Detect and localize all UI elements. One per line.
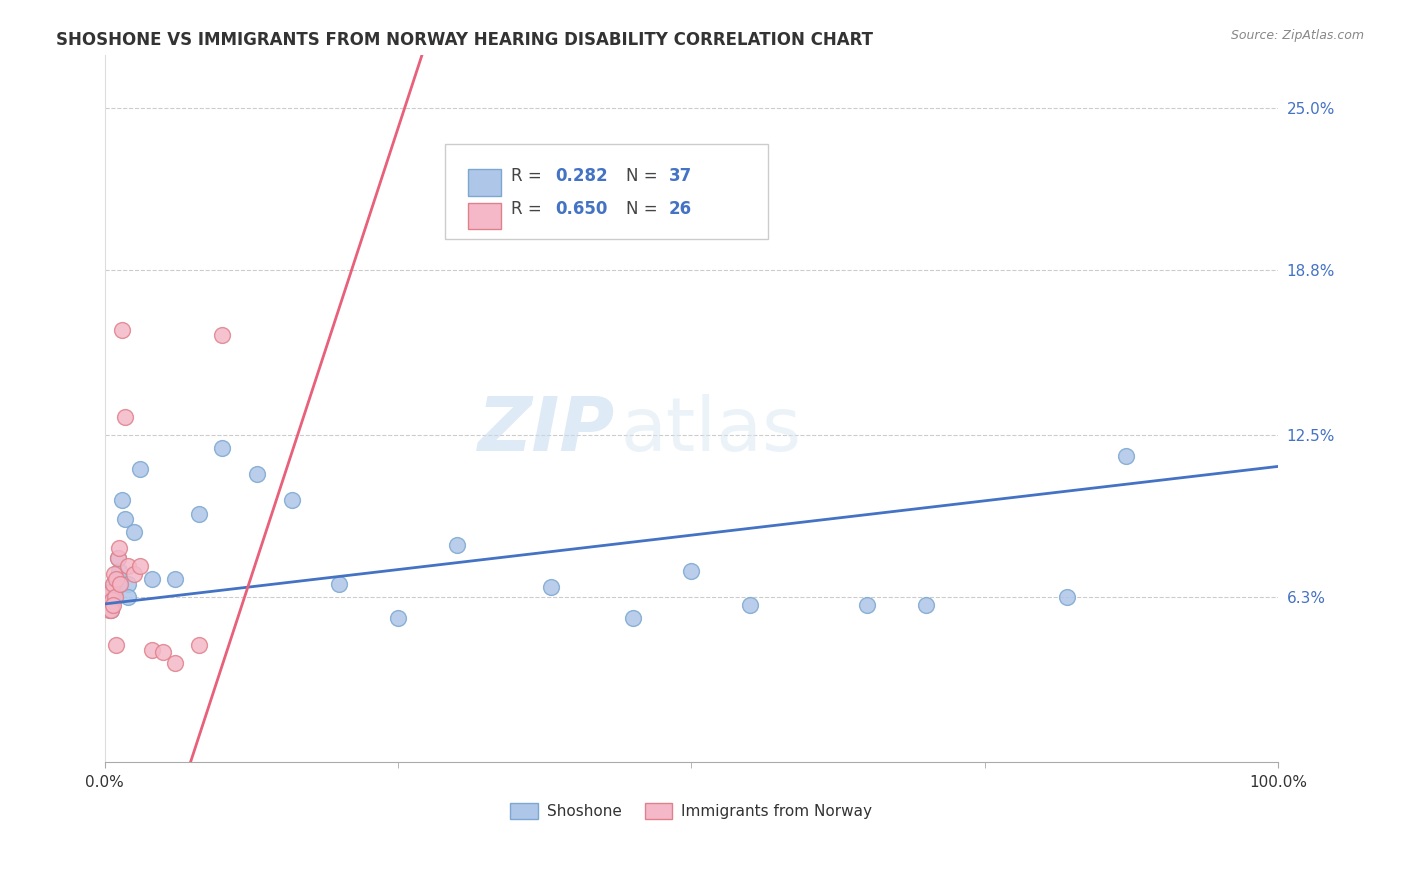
Point: [122, 566, 145, 581]
Point: [856, 599, 879, 613]
Point: [621, 611, 644, 625]
Point: [187, 507, 209, 521]
Text: ZIP: ZIP: [478, 393, 614, 467]
Point: [114, 409, 136, 424]
Text: R =: R =: [510, 168, 547, 186]
Point: [100, 593, 122, 607]
Point: [97, 585, 120, 599]
Text: N =: N =: [626, 168, 662, 186]
Point: [107, 551, 129, 566]
Point: [101, 588, 124, 602]
Point: [100, 599, 122, 613]
Point: [117, 558, 139, 573]
Point: [165, 656, 187, 670]
Point: [103, 577, 125, 591]
Point: [103, 566, 125, 581]
Point: [492, 174, 515, 188]
Point: [100, 603, 122, 617]
Point: [107, 551, 129, 566]
Point: [111, 323, 134, 337]
Point: [211, 328, 233, 343]
Bar: [468, 169, 502, 196]
Point: [98, 603, 121, 617]
Point: [111, 493, 134, 508]
Point: [540, 580, 562, 594]
Text: 37: 37: [669, 168, 692, 186]
Point: [96, 591, 118, 605]
Point: [1115, 449, 1137, 463]
Point: [328, 577, 350, 591]
Point: [107, 577, 129, 591]
Point: [101, 599, 124, 613]
Point: [101, 577, 124, 591]
Point: [1056, 591, 1078, 605]
Point: [446, 538, 468, 552]
Point: [98, 591, 121, 605]
Point: [738, 599, 761, 613]
Point: [915, 599, 938, 613]
Text: R =: R =: [510, 200, 547, 218]
Point: [122, 524, 145, 539]
Point: [105, 580, 128, 594]
Point: [152, 645, 174, 659]
Point: [108, 572, 131, 586]
Point: [387, 611, 409, 625]
Text: Source: ZipAtlas.com: Source: ZipAtlas.com: [1230, 29, 1364, 42]
Point: [100, 593, 122, 607]
Bar: [468, 202, 502, 229]
Point: [105, 572, 128, 586]
Point: [128, 462, 150, 476]
Point: [165, 572, 187, 586]
Point: [141, 642, 163, 657]
Point: [100, 603, 122, 617]
Point: [246, 467, 269, 482]
Point: [107, 564, 129, 578]
Point: [103, 591, 125, 605]
Point: [128, 558, 150, 573]
Point: [141, 572, 163, 586]
Point: [107, 541, 129, 555]
Point: [187, 638, 209, 652]
Text: N =: N =: [626, 200, 662, 218]
Point: [114, 512, 136, 526]
Point: [104, 585, 127, 599]
Text: 0.282: 0.282: [555, 168, 607, 186]
Text: 0.650: 0.650: [555, 200, 607, 218]
Point: [117, 577, 139, 591]
Point: [100, 585, 122, 599]
Point: [681, 564, 703, 578]
Text: SHOSHONE VS IMMIGRANTS FROM NORWAY HEARING DISABILITY CORRELATION CHART: SHOSHONE VS IMMIGRANTS FROM NORWAY HEARI…: [56, 31, 873, 49]
Point: [117, 591, 139, 605]
FancyBboxPatch shape: [444, 144, 768, 239]
Point: [108, 577, 131, 591]
Point: [105, 638, 128, 652]
Point: [97, 599, 120, 613]
Text: atlas: atlas: [621, 393, 801, 467]
Legend: Shoshone, Immigrants from Norway: Shoshone, Immigrants from Norway: [505, 797, 879, 825]
Point: [211, 441, 233, 455]
Point: [281, 493, 304, 508]
Point: [104, 591, 127, 605]
Text: 26: 26: [669, 200, 692, 218]
